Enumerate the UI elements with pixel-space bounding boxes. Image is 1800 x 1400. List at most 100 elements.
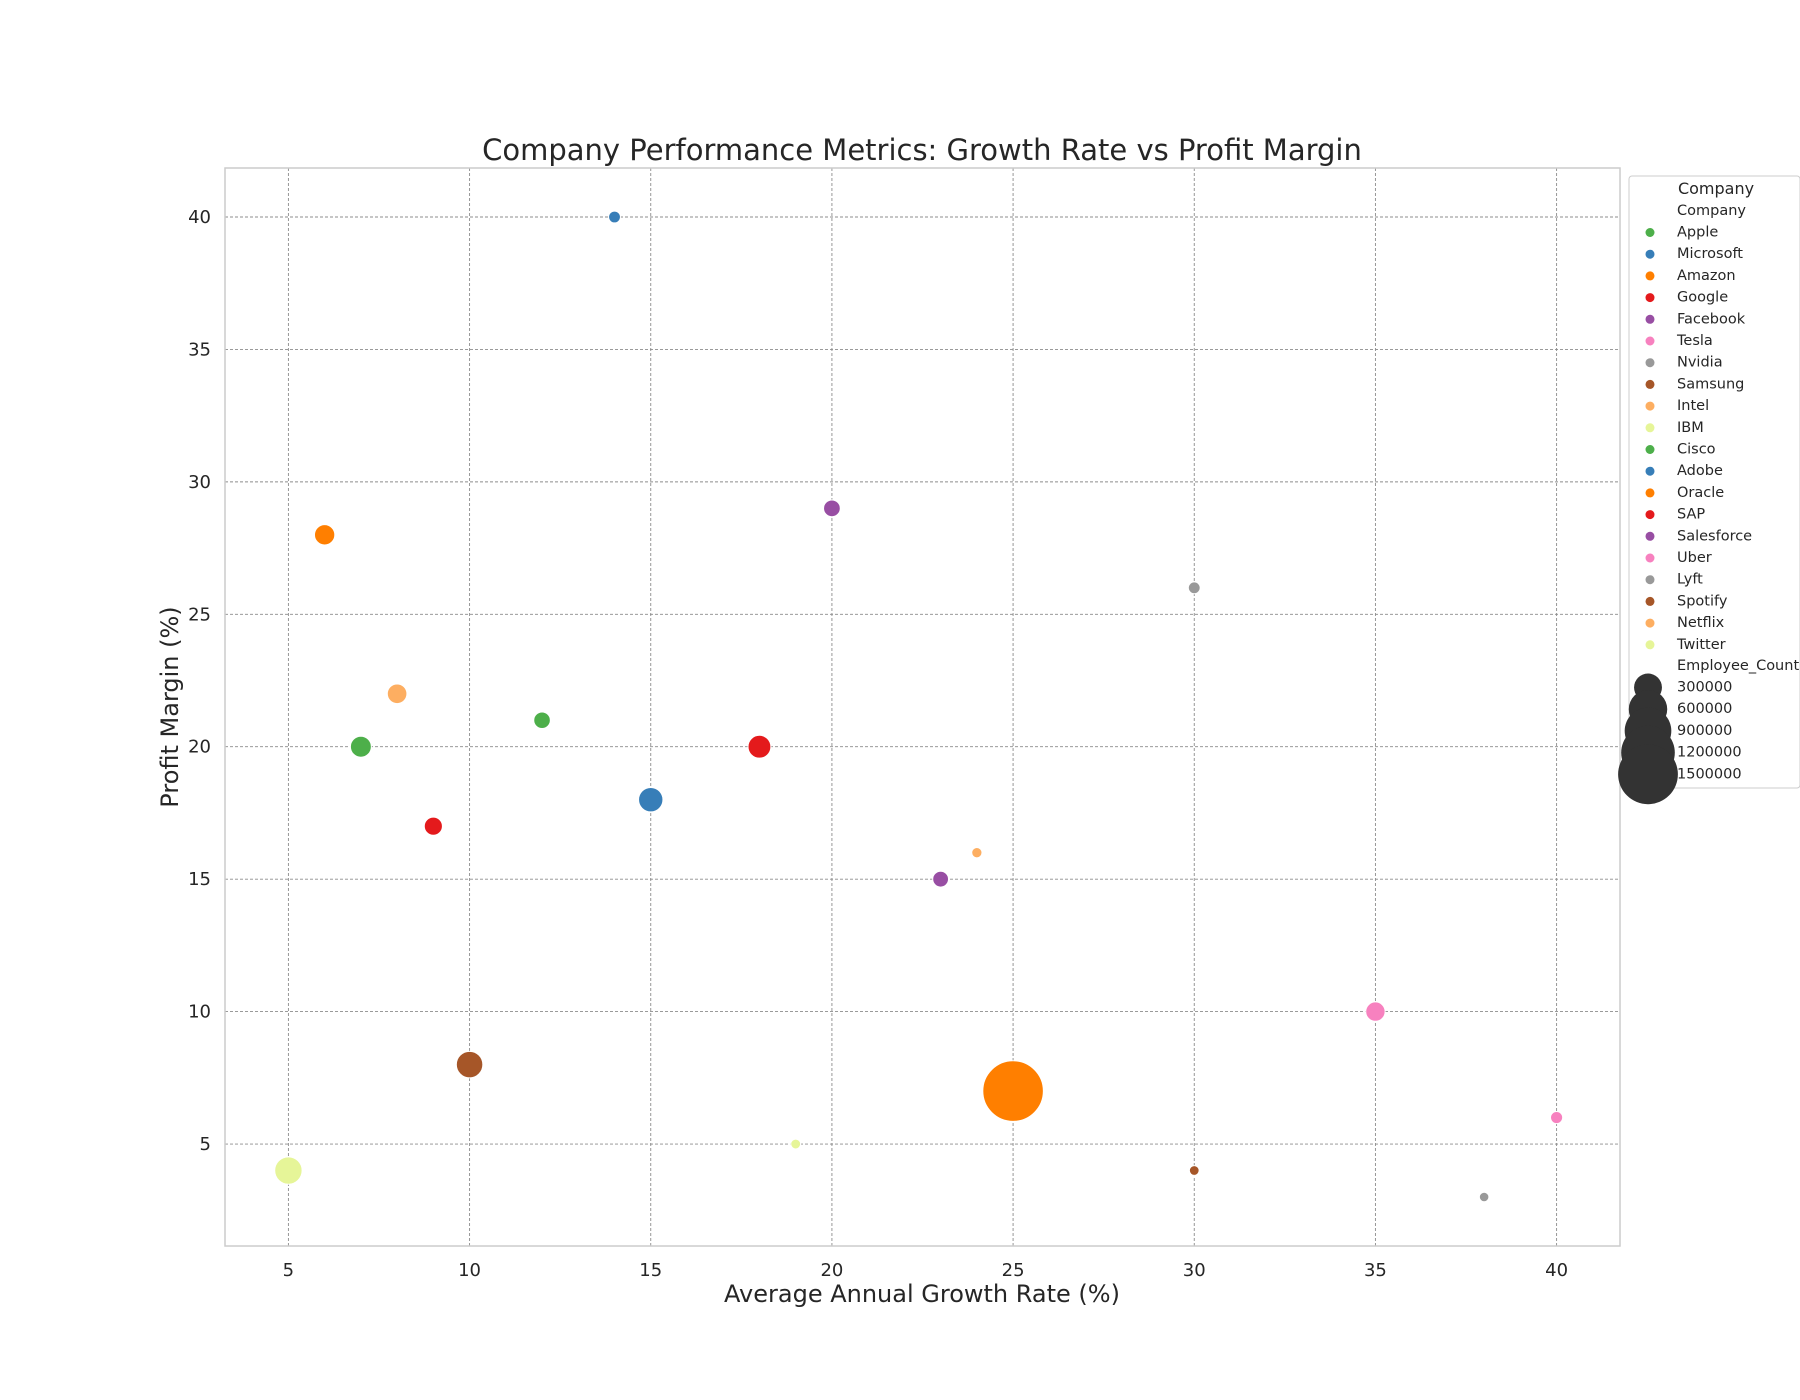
legend-size-label: 900000	[1677, 723, 1732, 739]
y-tick-label: 5	[200, 1134, 211, 1155]
x-tick-label: 35	[1364, 1260, 1387, 1281]
legend-size-label: 600000	[1677, 701, 1732, 717]
x-tick-label: 30	[1183, 1260, 1206, 1281]
data-point-spotify	[1188, 1165, 1200, 1176]
legend-marker-apple	[1645, 228, 1655, 237]
data-point-oracle	[313, 524, 336, 546]
x-tick-label: 10	[458, 1260, 481, 1281]
x-tick-label: 5	[283, 1260, 294, 1281]
legend-size-label: 1500000	[1677, 766, 1742, 782]
legend-label-amazon: Amazon	[1677, 268, 1736, 284]
data-point-lyft	[1478, 1191, 1490, 1203]
data-point-ibm	[274, 1156, 303, 1185]
legend-label-nvidia: Nvidia	[1677, 355, 1723, 371]
data-point-intel	[386, 683, 408, 705]
legend-marker-adobe	[1645, 466, 1655, 476]
legend-marker-amazon	[1645, 271, 1655, 281]
y-axis-title: Profit Margin (%)	[156, 606, 184, 807]
legend-label-adobe: Adobe	[1677, 463, 1723, 479]
legend-label-ibm: IBM	[1677, 420, 1704, 436]
data-point-apple	[349, 735, 372, 758]
data-points	[274, 210, 1564, 1203]
legend-label-salesforce: Salesforce	[1677, 528, 1752, 544]
legend-marker-google	[1645, 293, 1655, 303]
x-tick-label: 20	[820, 1260, 843, 1281]
legend-label-facebook: Facebook	[1677, 311, 1746, 327]
legend-title: Company	[1678, 179, 1754, 198]
legend-marker-cisco	[1645, 445, 1655, 454]
plot-area: 5 10 15 20 25 30 35 40 5 10 15 20 25 30 35 40	[188, 167, 1621, 1281]
legend-marker-twitter	[1645, 640, 1655, 650]
data-point-sap	[423, 816, 443, 836]
y-tick-label: 30	[188, 472, 211, 493]
legend-size-title: Employee_Count	[1677, 658, 1799, 674]
legend-hue-entries: Apple Microsoft Amazon Google Facebook Tesla N…	[1645, 225, 1752, 653]
legend-marker-microsoft	[1645, 249, 1655, 259]
legend-label-lyft: Lyft	[1677, 572, 1703, 588]
legend-label-samsung: Samsung	[1677, 376, 1744, 392]
x-tick-label: 40	[1545, 1260, 1568, 1281]
y-tick-labels: 5 10 15 20 25 30 35 40	[188, 207, 211, 1155]
legend-marker-intel	[1645, 401, 1655, 411]
legend-size-label: 1200000	[1677, 745, 1742, 761]
data-point-cisco	[533, 711, 551, 730]
data-point-uber	[1550, 1110, 1564, 1125]
legend-marker-salesforce	[1645, 531, 1655, 541]
legend-size-label: 300000	[1677, 680, 1732, 696]
data-point-nvidia	[1187, 581, 1201, 595]
legend-marker-netflix	[1645, 618, 1655, 628]
data-point-twitter	[790, 1138, 802, 1150]
y-tick-label: 10	[188, 1002, 211, 1023]
legend-label-uber: Uber	[1677, 550, 1712, 566]
x-tick-label: 25	[1002, 1260, 1025, 1281]
legend-label-twitter: Twitter	[1676, 637, 1726, 653]
legend-marker-spotify	[1645, 596, 1655, 606]
data-point-google	[747, 734, 772, 759]
x-tick-labels: 5 10 15 20 25 30 35 40	[283, 1260, 1568, 1281]
y-tick-label: 20	[188, 737, 211, 758]
legend-label-google: Google	[1677, 290, 1728, 306]
legend-label-intel: Intel	[1677, 398, 1709, 414]
legend-label-oracle: Oracle	[1677, 485, 1724, 501]
y-tick-label: 35	[188, 339, 211, 360]
data-point-amazon	[982, 1060, 1044, 1122]
legend-marker-nvidia	[1645, 358, 1655, 368]
legend-label-spotify: Spotify	[1677, 593, 1728, 609]
legend-marker-lyft	[1645, 575, 1655, 585]
legend-marker-uber	[1645, 553, 1655, 563]
legend-marker-facebook	[1645, 314, 1655, 324]
data-point-samsung	[455, 1050, 484, 1079]
legend-frame	[1628, 175, 1800, 789]
chart-title: Company Performance Metrics: Growth Rate…	[482, 133, 1362, 167]
y-tick-label: 15	[188, 869, 211, 890]
data-point-adobe	[608, 210, 621, 224]
legend-label-tesla: Tesla	[1676, 333, 1713, 349]
legend-label-sap: SAP	[1677, 507, 1705, 523]
legend-hue-title: Company	[1677, 203, 1746, 219]
plot-background	[225, 168, 1620, 1246]
legend-size-marker	[1618, 744, 1678, 805]
legend-marker-oracle	[1645, 488, 1655, 498]
data-point-microsoft	[638, 787, 664, 813]
data-point-facebook	[823, 499, 841, 518]
legend-marker-ibm	[1645, 423, 1655, 433]
grid-lines	[225, 168, 1620, 1246]
plot-frame	[224, 167, 1621, 1247]
legend-marker-samsung	[1645, 379, 1655, 389]
y-tick-label: 40	[188, 207, 211, 228]
y-tick-label: 25	[188, 604, 211, 625]
data-point-salesforce	[932, 870, 950, 888]
legend-label-apple: Apple	[1677, 225, 1718, 241]
x-tick-label: 15	[639, 1260, 662, 1281]
legend-marker-sap	[1645, 510, 1655, 520]
data-point-tesla	[1365, 1001, 1386, 1022]
legend: Company Company Apple Microsoft Amazon Goog…	[1618, 175, 1800, 805]
legend-size-entries: 300000 600000 900000 1200000 1500000	[1618, 673, 1742, 805]
data-point-netflix	[971, 847, 983, 859]
x-axis-title: Average Annual Growth Rate (%)	[724, 1280, 1120, 1308]
legend-label-netflix: Netflix	[1677, 615, 1725, 631]
legend-marker-tesla	[1645, 336, 1655, 346]
legend-label-microsoft: Microsoft	[1677, 246, 1743, 262]
legend-label-cisco: Cisco	[1677, 442, 1716, 458]
